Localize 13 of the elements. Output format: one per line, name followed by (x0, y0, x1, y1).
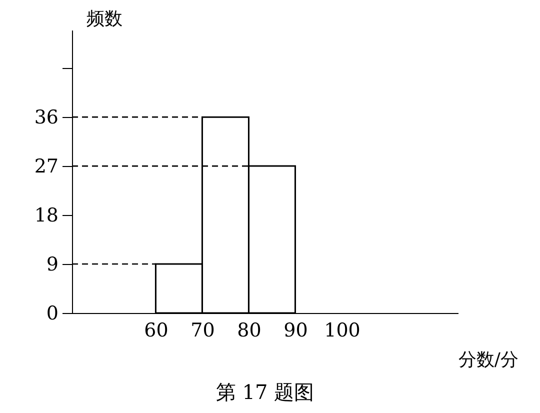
y-axis-title: 频数 (86, 8, 122, 30)
y-tick-label: 18 (34, 204, 58, 227)
x-tick-label: 90 (284, 320, 308, 342)
y-tick-label: 0 (46, 302, 58, 324)
x-tick-label: 80 (237, 320, 262, 342)
y-tick-label: 36 (34, 106, 58, 129)
text: 第 17 题图 (216, 380, 314, 404)
x-axis-title: 分数/分 (458, 350, 518, 370)
y-tick-label: 27 (34, 156, 58, 178)
x-tick-label: 60 (144, 320, 168, 342)
y-tick-label: 9 (46, 254, 58, 276)
x-tick-label: 70 (190, 320, 215, 342)
x-tick-label: 100 (324, 320, 360, 342)
